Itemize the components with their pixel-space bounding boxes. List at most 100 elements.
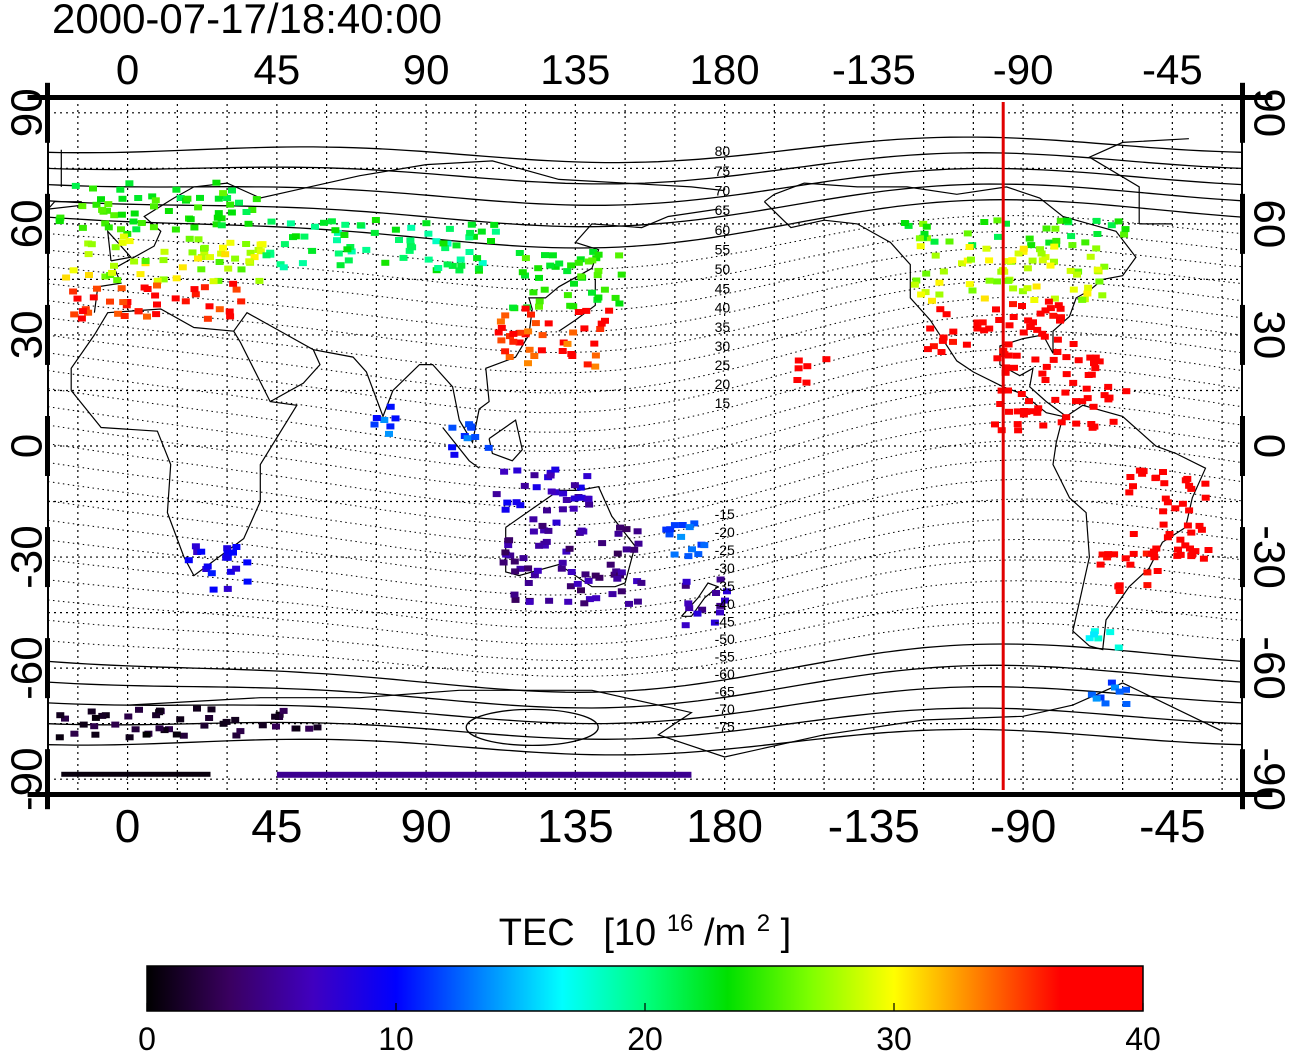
y-tick-label-right: 30: [1244, 310, 1292, 359]
tec-cell: [1135, 467, 1144, 474]
magnetic-contour-line: [47, 622, 1243, 677]
y-tick-label-left: 0: [3, 434, 52, 458]
tec-cell: [1185, 482, 1194, 489]
y-tick-label-right: -60: [1244, 636, 1292, 700]
tec-cell: [73, 295, 82, 302]
tec-cell: [362, 246, 371, 253]
tec-cell: [70, 311, 79, 318]
tec-cell: [200, 249, 209, 256]
tec-cell: [633, 528, 642, 535]
tec-cell: [226, 568, 235, 575]
tec-cell: [110, 262, 118, 269]
tec-cell: [1004, 277, 1013, 284]
tec-cell: [193, 705, 201, 712]
tec-cell: [215, 306, 224, 313]
tec-cell: [1094, 635, 1103, 642]
tec-cell: [1027, 408, 1036, 415]
tec-cell: [1050, 243, 1059, 250]
tec-cell: [995, 317, 1004, 323]
colorbar-tick-label: 20: [627, 1021, 663, 1057]
tec-cell: [243, 578, 252, 585]
tec-cell: [582, 307, 591, 314]
tec-cell: [496, 318, 505, 325]
tec-cell: [55, 218, 64, 225]
tec-cell: [622, 546, 631, 553]
tec-cell: [1069, 379, 1078, 386]
tec-cell: [448, 262, 457, 269]
tec-cell: [1009, 314, 1018, 320]
colorbar-title-text: TEC: [499, 912, 575, 954]
y-tick-label-right: 0: [1244, 434, 1292, 458]
tec-cell: [227, 209, 236, 216]
magnetic-contour-line: [47, 348, 1243, 433]
contour-label: -45: [715, 613, 735, 629]
tec-cell: [1013, 408, 1022, 415]
tec-cell: [1038, 370, 1047, 377]
tec-cell: [159, 276, 168, 283]
tec-cell: [1046, 305, 1055, 312]
tec-cell: [1067, 233, 1076, 240]
tec-cell: [980, 327, 989, 334]
tec-cell: [1152, 545, 1161, 552]
x-tick-label-top: 135: [540, 46, 610, 93]
colorbar-tick-label: 30: [876, 1021, 912, 1057]
tec-cell: [569, 329, 578, 336]
tec-cell: [665, 531, 674, 538]
tec-cell: [992, 306, 1000, 313]
x-tick-label-bottom: -90: [990, 800, 1056, 852]
tec-cell: [172, 731, 181, 738]
tec-cell: [570, 482, 579, 489]
tec-cell: [1083, 290, 1092, 297]
tec-cell: [87, 241, 96, 248]
tec-cell: [670, 551, 679, 558]
tec-cell: [1026, 323, 1035, 330]
coastline-segment: [313, 208, 719, 444]
y-tick-label-left: -60: [3, 636, 52, 700]
tec-cell: [119, 299, 128, 306]
tec-cell: [546, 472, 555, 479]
tec-cell: [921, 289, 930, 296]
tec-cell: [590, 340, 599, 347]
tec-cell: [209, 278, 218, 285]
colorbar-gradient: [146, 965, 1144, 1012]
tec-cell: [153, 277, 162, 284]
tec-cell: [794, 357, 803, 364]
tec-cell: [1090, 631, 1099, 638]
y-tick-label-left: 90: [3, 88, 52, 137]
tec-cell: [515, 250, 524, 256]
tec-cell: [1062, 371, 1071, 378]
tec-cell: [535, 303, 543, 310]
tec-cell: [501, 312, 510, 319]
tec-cell: [1061, 389, 1070, 396]
tec-cell: [155, 725, 164, 732]
tec-cell: [577, 273, 586, 280]
tec-cell: [1114, 644, 1123, 651]
tec-cell: [510, 558, 519, 565]
tec-cell: [1114, 218, 1123, 225]
tec-cell: [1046, 262, 1055, 269]
tec-cell: [985, 257, 994, 264]
tec-cell: [1014, 250, 1023, 257]
tec-cell: [188, 249, 197, 256]
tec-cell: [546, 262, 555, 269]
tec-cell: [530, 353, 539, 359]
tec-cell: [223, 545, 232, 552]
tec-cell: [802, 379, 811, 386]
tec-cell: [681, 622, 690, 629]
tec-cell: [242, 209, 251, 215]
tec-cell: [143, 313, 151, 320]
tec-cell: [589, 248, 598, 255]
tec-cell: [1090, 360, 1098, 367]
tec-cell: [584, 577, 593, 584]
contour-label: 60: [715, 222, 731, 238]
tec-cell: [594, 267, 603, 274]
tec-cell: [1174, 546, 1182, 553]
tec-cell: [484, 444, 493, 451]
tec-cell: [176, 195, 185, 201]
tec-cell: [678, 522, 687, 528]
tec-cell: [1066, 267, 1075, 274]
tec-cell: [456, 256, 465, 263]
tec-cell: [56, 712, 65, 719]
tec-cell: [688, 546, 696, 553]
tec-cell: [684, 553, 693, 560]
